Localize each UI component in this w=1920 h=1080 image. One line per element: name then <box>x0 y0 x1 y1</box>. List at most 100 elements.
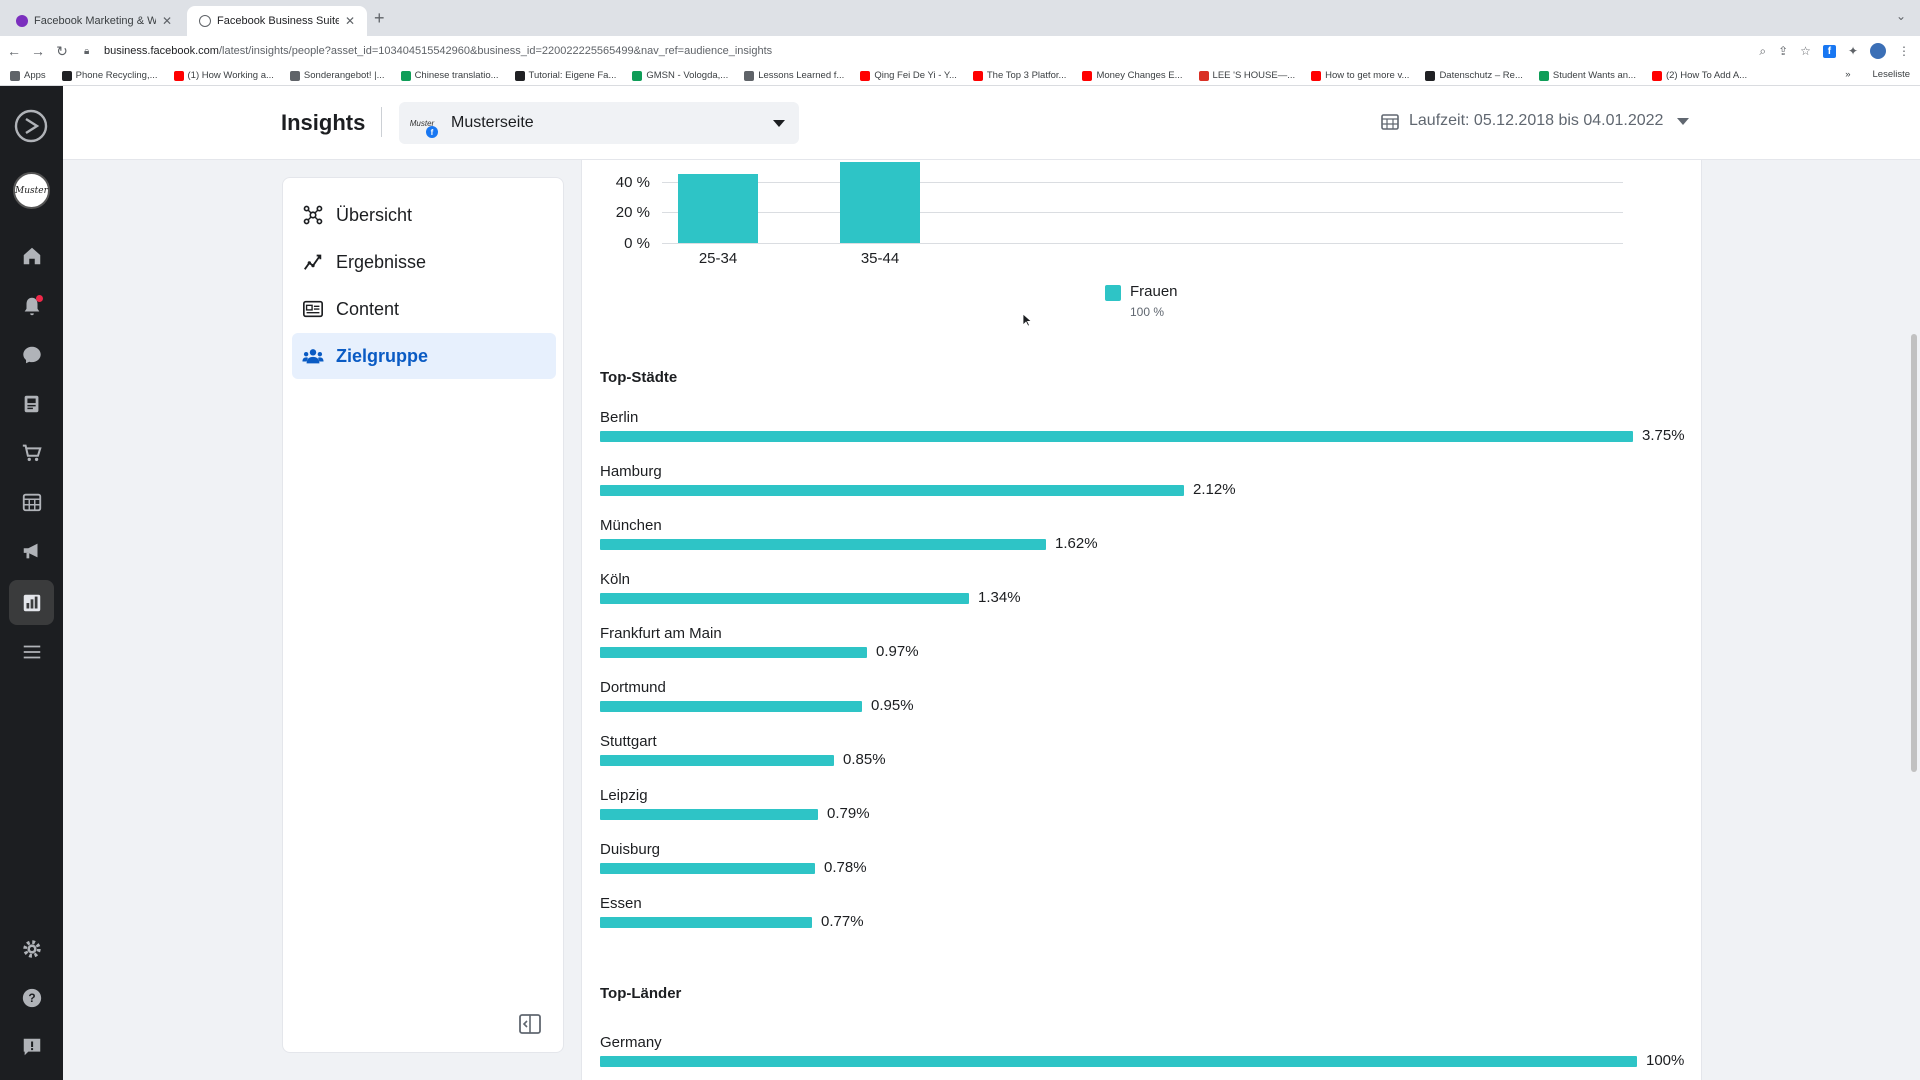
date-range-picker[interactable]: Laufzeit: 05.12.2018 bis 04.01.2022 <box>1381 112 1690 130</box>
page-scrollbar[interactable] <box>1911 334 1917 772</box>
extensions-icon[interactable]: ✦ <box>1847 44 1858 58</box>
bar[interactable] <box>600 593 969 604</box>
bookmark-item[interactable]: GMSN - Vologda,... <box>632 70 728 81</box>
bar[interactable] <box>600 863 815 874</box>
bookmark-item[interactable]: Tutorial: Eigene Fa... <box>514 70 617 81</box>
bar[interactable] <box>600 647 867 658</box>
bar[interactable] <box>600 1056 1637 1067</box>
url-input[interactable]: 🔒︎ business.facebook.com/latest/insights… <box>84 40 1774 62</box>
bar[interactable] <box>600 431 1633 442</box>
bar-category-label: Germany <box>600 1034 662 1051</box>
content-icon <box>303 300 323 318</box>
legend-swatch <box>1105 285 1121 301</box>
facebook-badge-icon: f <box>426 126 438 138</box>
bar[interactable] <box>600 809 818 820</box>
insights-icon[interactable] <box>20 591 43 614</box>
bar[interactable] <box>600 917 812 928</box>
menu-icon[interactable] <box>20 640 43 663</box>
nav-item-content[interactable]: Content <box>292 286 556 332</box>
svg-text:?: ? <box>28 991 35 1005</box>
bookmark-star-icon[interactable]: ☆ <box>1800 44 1811 58</box>
insights-nav-card: Übersicht Ergebnisse Content Zielgruppe <box>282 177 564 1053</box>
bar-row: Leipzig 0.79% <box>600 787 1690 831</box>
y-tick-label: 40 % <box>615 174 650 191</box>
bookmark-label: Datenschutz – Re... <box>1439 70 1523 81</box>
bookmark-item[interactable]: Money Changes E... <box>1082 70 1183 81</box>
commerce-icon[interactable] <box>20 441 43 464</box>
bookmark-label: Sonderangebot! |... <box>303 70 385 81</box>
bookmark-item[interactable]: (1) How Working a... <box>173 70 274 81</box>
planner-icon[interactable] <box>20 490 43 513</box>
lock-icon[interactable]: 🔒︎ <box>84 46 90 57</box>
bar-row: Essen 0.77% <box>600 895 1690 939</box>
age-bar[interactable] <box>840 162 920 243</box>
close-tab-icon[interactable]: ✕ <box>161 14 172 28</box>
bookmark-label: How to get more v... <box>1325 70 1410 81</box>
bookmark-item[interactable]: Sonderangebot! |... <box>289 70 385 81</box>
nav-item-results[interactable]: Ergebnisse <box>292 239 556 285</box>
business-avatar[interactable]: Muster <box>13 172 50 209</box>
bookmark-favicon-icon <box>1311 70 1322 81</box>
meta-logo-icon[interactable] <box>13 108 49 144</box>
url-host: business.facebook.com <box>104 45 219 57</box>
notifications-icon[interactable] <box>20 294 43 317</box>
forward-icon[interactable]: → <box>31 43 45 59</box>
bookmark-label: GMSN - Vologda,... <box>646 70 729 81</box>
help-icon[interactable]: ? <box>20 986 43 1009</box>
facebook-extension-icon[interactable]: f <box>1822 44 1836 58</box>
bookmark-label: Tutorial: Eigene Fa... <box>528 70 617 81</box>
x-tick-label: 25-34 <box>698 250 738 267</box>
browser-tab[interactable]: Facebook Marketing & Werbea ✕ <box>4 6 184 36</box>
browser-tab-strip: Facebook Marketing & Werbea ✕ Facebook B… <box>0 0 1920 36</box>
bookmark-item[interactable]: Chinese translatio... <box>400 70 499 81</box>
bar[interactable] <box>600 485 1184 496</box>
bookmark-item[interactable]: LEE 'S HOUSE—... <box>1198 70 1295 81</box>
bookmark-item[interactable]: Student Wants an... <box>1538 70 1636 81</box>
browser-menu-icon[interactable]: ⋮ <box>1898 44 1910 58</box>
age-bar[interactable] <box>678 174 758 243</box>
bar-row: Stuttgart 0.85% <box>600 733 1690 777</box>
bookmark-item[interactable]: Datenschutz – Re... <box>1425 70 1523 81</box>
bar[interactable] <box>600 755 834 766</box>
ads-icon[interactable] <box>20 539 43 562</box>
bookmark-label: Chinese translatio... <box>414 70 499 81</box>
bar-value-label: 0.79% <box>827 805 870 822</box>
collapse-panel-icon[interactable] <box>519 1013 541 1035</box>
bookmark-favicon-icon <box>1538 70 1549 81</box>
bookmark-apps[interactable]: Apps <box>10 70 46 81</box>
nav-item-label: Content <box>336 298 400 319</box>
content-icon[interactable] <box>20 392 43 415</box>
address-bar: ← → ↻ 🔒︎ business.facebook.com/latest/in… <box>0 36 1920 66</box>
bar[interactable] <box>600 701 862 712</box>
bookmark-item[interactable]: Phone Recycling,... <box>61 70 158 81</box>
share-icon[interactable]: ⇪ <box>1778 44 1789 58</box>
close-tab-icon[interactable]: ✕ <box>344 14 355 28</box>
url-path: /latest/insights/people?asset_id=1034045… <box>218 45 773 57</box>
settings-icon[interactable] <box>20 937 43 960</box>
bar-category-label: München <box>600 517 662 534</box>
feedback-icon[interactable] <box>20 1035 43 1058</box>
bookmark-item[interactable]: (2) How To Add A... <box>1651 70 1747 81</box>
profile-avatar[interactable] <box>1870 43 1886 59</box>
reading-list[interactable]: Leseliste <box>1872 69 1911 80</box>
bookmarks-more-icon[interactable]: » <box>1845 69 1851 80</box>
nav-item-audience[interactable]: Zielgruppe <box>292 333 556 379</box>
nav-item-overview[interactable]: Übersicht <box>292 192 556 238</box>
bookmark-item[interactable]: Lessons Learned f... <box>744 70 844 81</box>
zoom-icon[interactable]: ⌕ <box>1759 43 1767 58</box>
new-tab-icon[interactable]: + <box>374 8 385 28</box>
bar[interactable] <box>600 539 1046 550</box>
bookmark-item[interactable]: Qing Fei De Yi - Y... <box>860 70 957 81</box>
bookmark-label: Qing Fei De Yi - Y... <box>874 70 957 81</box>
back-icon[interactable]: ← <box>7 43 21 59</box>
bookmark-item[interactable]: The Top 3 Platfor... <box>972 70 1066 81</box>
home-icon[interactable] <box>20 244 43 267</box>
tab-search-icon[interactable]: ⌄ <box>1895 9 1906 23</box>
legend-value: 100 % <box>1130 305 1165 319</box>
browser-tab-active[interactable]: Facebook Business Suite ✕ <box>187 6 367 36</box>
reload-icon[interactable]: ↻ <box>56 42 68 59</box>
audience-main-card: 40 % 20 % 0 % 25-34 35-44 Frauen 100 % To… <box>581 160 1702 1080</box>
page-selector-dropdown[interactable]: Muster f Musterseite <box>399 102 799 144</box>
inbox-icon[interactable] <box>20 343 43 366</box>
bookmark-item[interactable]: How to get more v... <box>1311 70 1409 81</box>
